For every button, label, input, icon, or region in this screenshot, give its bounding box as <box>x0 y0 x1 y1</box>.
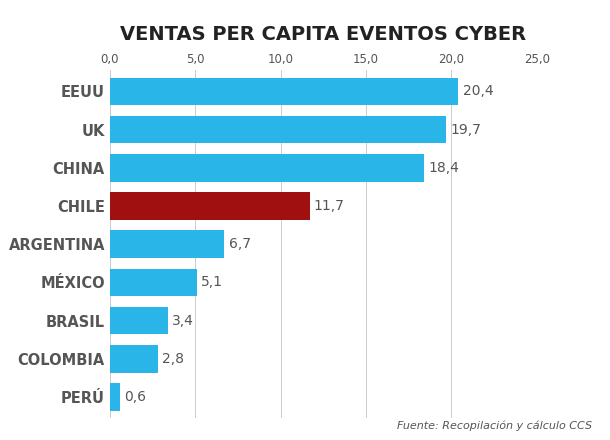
Bar <box>110 269 197 296</box>
Title: VENTAS PER CAPITA EVENTOS CYBER: VENTAS PER CAPITA EVENTOS CYBER <box>120 25 526 44</box>
Bar <box>110 77 458 105</box>
Bar <box>110 307 168 334</box>
Bar <box>110 154 424 182</box>
Text: 3,4: 3,4 <box>172 314 194 328</box>
Text: 18,4: 18,4 <box>428 161 459 175</box>
Bar <box>110 345 157 373</box>
Text: 20,4: 20,4 <box>462 84 493 99</box>
Bar <box>110 231 224 258</box>
Text: 19,7: 19,7 <box>451 123 481 136</box>
Bar <box>110 383 120 411</box>
Bar <box>110 192 310 220</box>
Text: 5,1: 5,1 <box>201 275 223 290</box>
Text: 11,7: 11,7 <box>314 199 345 213</box>
Bar <box>110 116 447 143</box>
Text: 6,7: 6,7 <box>229 237 251 251</box>
Text: 0,6: 0,6 <box>124 390 146 404</box>
Text: 2,8: 2,8 <box>162 352 184 366</box>
Text: Fuente: Recopilación y cálculo CCS: Fuente: Recopilación y cálculo CCS <box>396 421 592 431</box>
